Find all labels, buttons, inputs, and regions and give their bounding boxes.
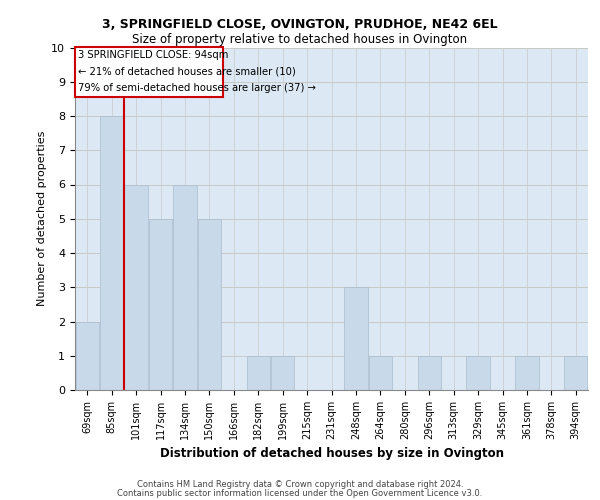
Text: 79% of semi-detached houses are larger (37) →: 79% of semi-detached houses are larger (…: [79, 84, 316, 94]
Bar: [418, 356, 441, 390]
Bar: [149, 219, 172, 390]
Bar: [198, 219, 221, 390]
Bar: [515, 356, 539, 390]
Y-axis label: Number of detached properties: Number of detached properties: [37, 131, 47, 306]
Text: 3, SPRINGFIELD CLOSE, OVINGTON, PRUDHOE, NE42 6EL: 3, SPRINGFIELD CLOSE, OVINGTON, PRUDHOE,…: [102, 18, 498, 30]
Bar: [173, 184, 197, 390]
Bar: [76, 322, 99, 390]
Bar: [247, 356, 270, 390]
Bar: [76, 48, 223, 97]
X-axis label: Distribution of detached houses by size in Ovington: Distribution of detached houses by size …: [160, 448, 503, 460]
Bar: [344, 287, 368, 390]
Bar: [466, 356, 490, 390]
Bar: [369, 356, 392, 390]
Bar: [564, 356, 587, 390]
Bar: [124, 184, 148, 390]
Text: ← 21% of detached houses are smaller (10): ← 21% of detached houses are smaller (10…: [79, 67, 296, 77]
Text: Size of property relative to detached houses in Ovington: Size of property relative to detached ho…: [133, 32, 467, 46]
Bar: [271, 356, 294, 390]
Text: 3 SPRINGFIELD CLOSE: 94sqm: 3 SPRINGFIELD CLOSE: 94sqm: [79, 50, 229, 60]
Bar: [100, 116, 123, 390]
Text: Contains public sector information licensed under the Open Government Licence v3: Contains public sector information licen…: [118, 488, 482, 498]
Text: Contains HM Land Registry data © Crown copyright and database right 2024.: Contains HM Land Registry data © Crown c…: [137, 480, 463, 489]
